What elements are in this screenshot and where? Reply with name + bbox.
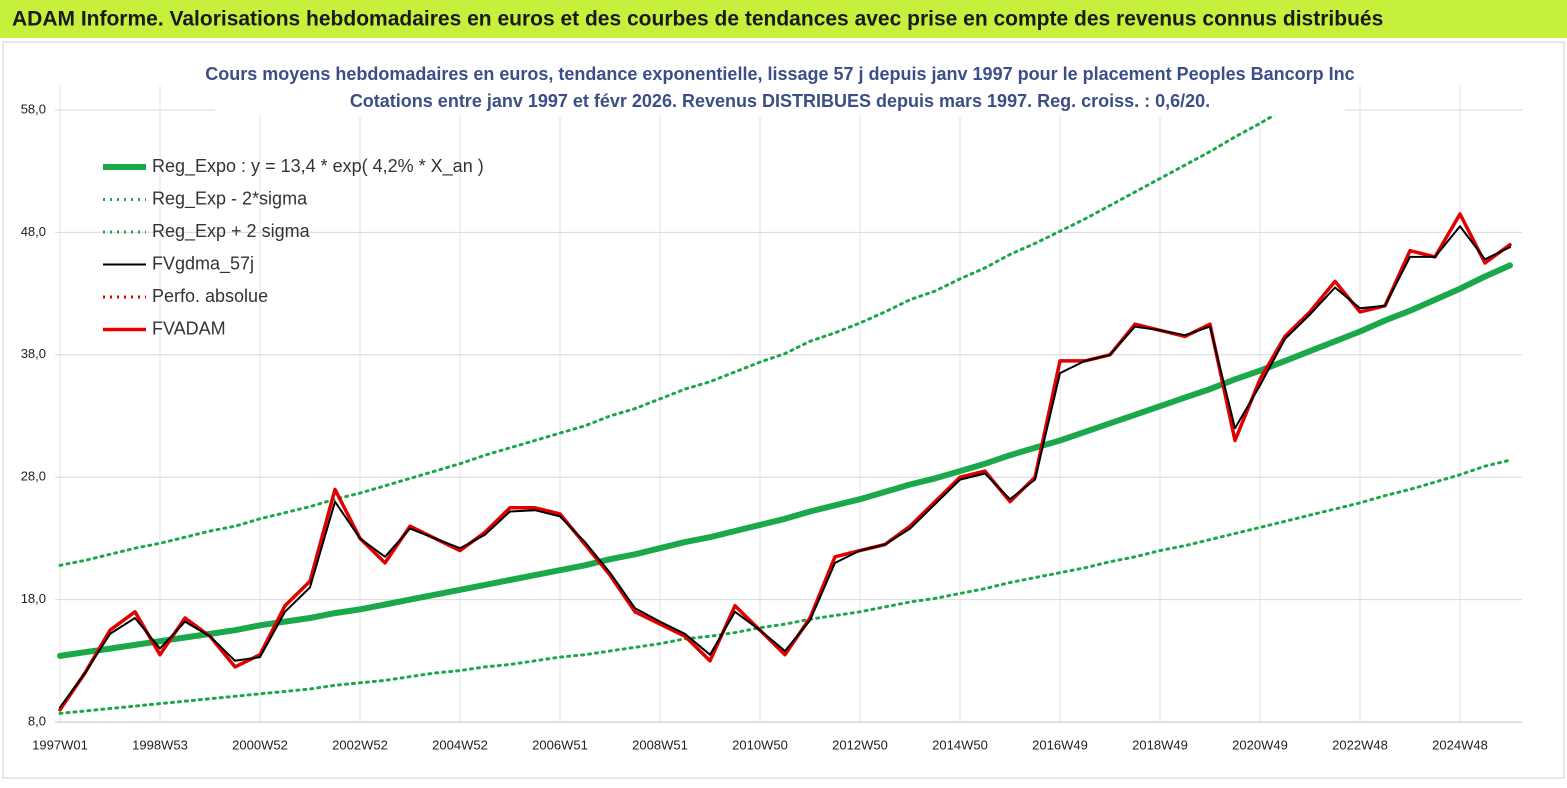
legend-label: FVgdma_57j xyxy=(152,253,254,274)
x-tick-label: 2002W52 xyxy=(332,737,388,752)
x-tick-label: 2020W49 xyxy=(1232,737,1288,752)
legend-label: Reg_Exp + 2 sigma xyxy=(152,221,311,242)
x-tick-label: 2004W52 xyxy=(432,737,488,752)
x-tick-label: 2022W48 xyxy=(1332,737,1388,752)
title-box xyxy=(215,60,1345,116)
x-tick-label: 1997W01 xyxy=(32,737,88,752)
chart-frame xyxy=(2,41,1565,779)
header-title: ADAM Informe. Valorisations hebdomadaire… xyxy=(12,8,1383,31)
legend-label: Reg_Expo : y = 13,4 * exp( 4,2% * X_an ) xyxy=(152,156,484,177)
y-tick-label: 48,0 xyxy=(21,224,46,239)
series-line xyxy=(59,225,1511,709)
x-tick-label: 2010W50 xyxy=(732,737,788,752)
y-tick-label: 18,0 xyxy=(21,591,46,606)
x-tick-label: 2012W50 xyxy=(832,737,888,752)
x-tick-label: 2018W49 xyxy=(1132,737,1188,752)
x-tick-label: 2024W48 xyxy=(1432,737,1488,752)
y-tick-label: 28,0 xyxy=(21,469,46,484)
x-tick-label: 2008W51 xyxy=(632,737,688,752)
legend-label: Perfo. absolue xyxy=(152,286,268,306)
y-tick-label: 38,0 xyxy=(21,346,46,361)
x-tick-label: 2006W51 xyxy=(532,737,588,752)
legend-label: Reg_Exp - 2*sigma xyxy=(152,188,308,209)
y-tick-label: 58,0 xyxy=(21,101,46,116)
series-line xyxy=(58,85,1327,567)
y-tick-label: 8,0 xyxy=(28,713,46,728)
x-tick-label: 2016W49 xyxy=(1032,737,1088,752)
legend-label: FVADAM xyxy=(152,318,226,338)
x-tick-label: 2014W50 xyxy=(932,737,988,752)
series-line xyxy=(58,458,1512,715)
x-tick-label: 1998W53 xyxy=(132,737,188,752)
series-line xyxy=(58,212,1512,712)
chart-title: Cours moyens hebdomadaires en euros, ten… xyxy=(205,64,1354,84)
chart-subtitle: Cotations entre janv 1997 et févr 2026. … xyxy=(350,91,1210,111)
header-bar xyxy=(0,0,1567,38)
x-tick-label: 2000W52 xyxy=(232,737,288,752)
